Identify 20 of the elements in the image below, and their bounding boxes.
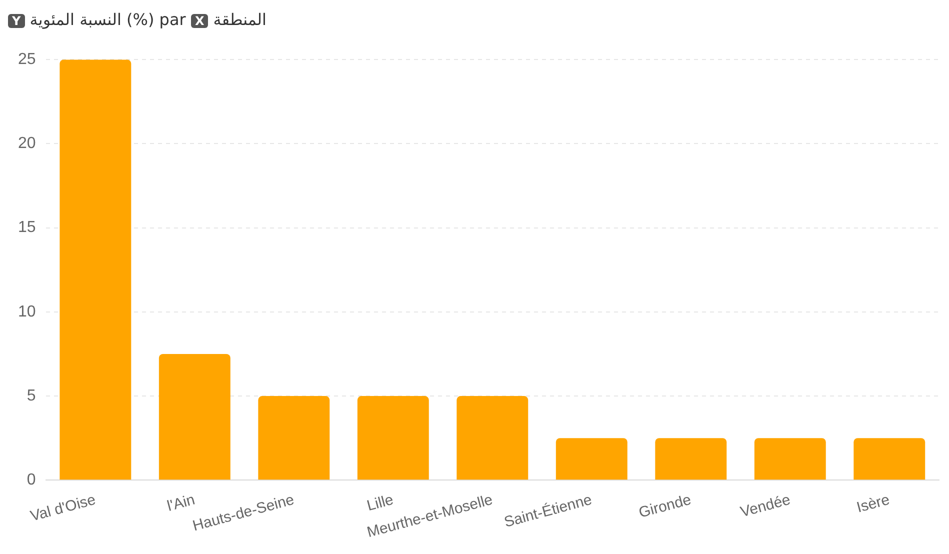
x-tick-label: Vendée [738, 491, 792, 521]
x-tick-label: l'Ain [165, 491, 197, 515]
bar [754, 438, 826, 480]
y-tick-label: 0 [26, 472, 36, 489]
bar [60, 60, 132, 480]
bar [158, 354, 230, 480]
y-tick-label: 20 [18, 135, 36, 152]
bar [556, 438, 628, 480]
bar [655, 438, 727, 480]
y-tick-label: 5 [26, 387, 36, 404]
y-tick-label: 25 [18, 51, 36, 68]
x-tick-label: Gironde [637, 491, 693, 522]
bar [357, 396, 429, 480]
bar [854, 438, 926, 480]
bar [456, 396, 528, 480]
x-tick-label: Val d'Oise [28, 491, 98, 526]
x-tick-label: Isère [854, 491, 892, 516]
y-tick-label: 15 [18, 219, 36, 236]
y-tick-label: 10 [18, 303, 36, 320]
bar [258, 396, 330, 480]
